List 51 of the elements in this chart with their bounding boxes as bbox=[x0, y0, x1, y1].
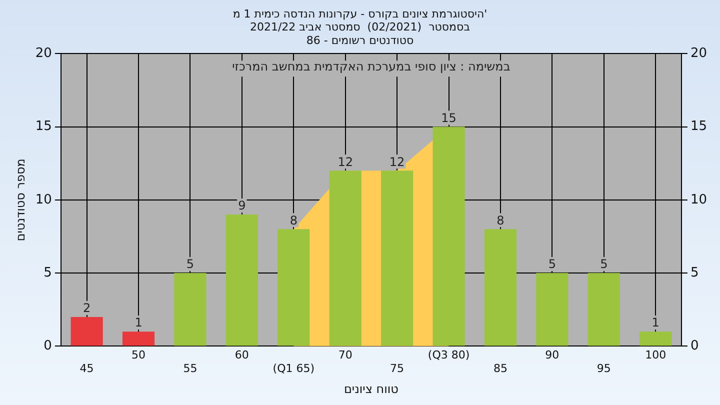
bar bbox=[381, 170, 414, 346]
bar bbox=[432, 126, 465, 346]
data-label: 15 bbox=[441, 110, 456, 125]
y-tick-label: 20 bbox=[35, 46, 52, 61]
bar bbox=[174, 273, 206, 346]
x-tick-label: 45 bbox=[80, 362, 94, 375]
x-tick-label: (Q1 65) bbox=[272, 362, 315, 375]
bar bbox=[536, 273, 568, 346]
chart-title: היסטוגרמת ציונים בקורס - עקרונות הנדסה כימית 1 מ' bbox=[232, 7, 488, 20]
x-tick-label: 60 bbox=[234, 348, 249, 362]
x-tick-label: 75 bbox=[390, 362, 404, 375]
y-tick-label: 0 bbox=[44, 338, 52, 354]
bar bbox=[588, 273, 620, 346]
annotation: במשימה : ציון סופי במערכת האקדמית במחשב המרכזי bbox=[232, 60, 510, 74]
x-tick-label: 90 bbox=[545, 348, 560, 362]
x-tick-label: 85 bbox=[493, 362, 508, 375]
data-label: 5 bbox=[548, 257, 556, 272]
bar bbox=[329, 170, 362, 346]
y-tick-label: 10 bbox=[35, 192, 52, 208]
bar bbox=[278, 229, 310, 346]
x-tick-label: 95 bbox=[596, 362, 611, 375]
x-axis-title: טווח ציונים bbox=[344, 382, 399, 396]
data-label: 1 bbox=[134, 316, 142, 330]
data-label: 8 bbox=[496, 213, 504, 228]
y2-tick-label: 10 bbox=[690, 192, 708, 208]
x-tick-label: 100 bbox=[645, 348, 666, 362]
bar bbox=[226, 214, 258, 346]
y-tick-label: 15 bbox=[35, 119, 52, 134]
bar bbox=[484, 229, 517, 346]
bar bbox=[70, 316, 103, 346]
y-tick-label: 5 bbox=[44, 265, 52, 280]
x-tick-label: (Q3 80) bbox=[428, 348, 470, 362]
bar bbox=[640, 332, 672, 346]
chart-subtitle: בסמסטר (02/2021) סמסטר אביב 2021/22 סטודנטים רשומים - 86 bbox=[250, 20, 470, 47]
bar bbox=[122, 332, 155, 346]
data-label: 2 bbox=[82, 301, 91, 316]
y-axis-title: מספר סטודנטים bbox=[13, 158, 28, 242]
data-label: 5 bbox=[600, 257, 608, 272]
data-label: 12 bbox=[338, 154, 353, 169]
x-tick-label: 50 bbox=[132, 348, 146, 362]
y2-tick-label: 15 bbox=[690, 119, 708, 134]
data-label: 1 bbox=[652, 316, 660, 330]
x-tick-label: 70 bbox=[338, 348, 352, 362]
data-label: 9 bbox=[238, 198, 246, 213]
y2-tick-label: 5 bbox=[690, 265, 699, 280]
x-tick-label: 55 bbox=[183, 362, 198, 375]
data-label: 8 bbox=[290, 213, 298, 228]
data-label: 5 bbox=[186, 257, 194, 272]
data-label: 12 bbox=[389, 154, 405, 169]
y2-tick-label: 0 bbox=[690, 338, 699, 354]
y2-tick-label: 20 bbox=[690, 46, 708, 61]
